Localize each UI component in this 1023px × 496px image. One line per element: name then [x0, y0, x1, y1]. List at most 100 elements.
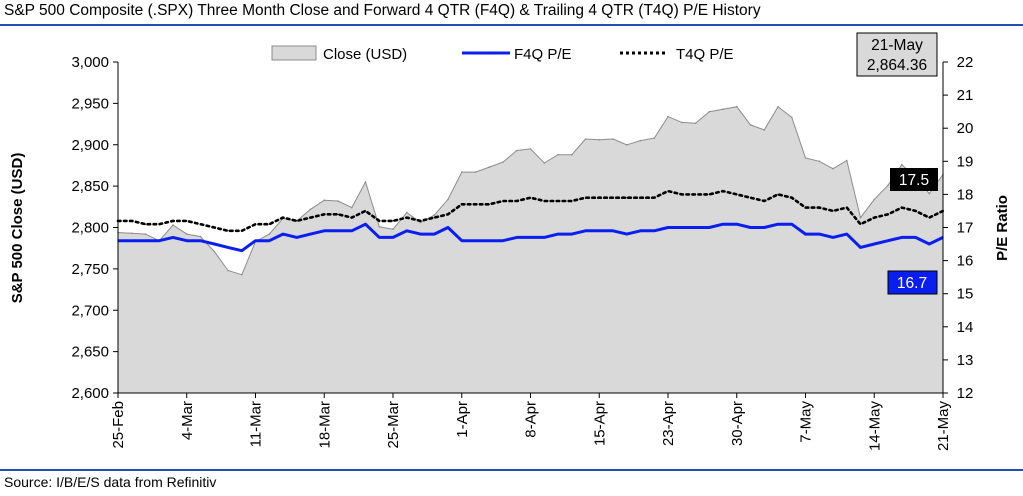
close-point-17-Apr	[626, 144, 628, 146]
t4q-line-point-17-Apr	[626, 197, 628, 199]
f4q-line-point-13-May	[859, 246, 862, 248]
f4q-line-point-8-Apr	[529, 236, 532, 238]
t4q-line-point-4-Apr	[502, 200, 504, 202]
close-point-27-Feb	[144, 233, 147, 235]
t4q-line-point-25-Apr	[694, 193, 697, 195]
t4q-line-point-9-Apr	[543, 200, 545, 202]
close-point-9-May	[832, 167, 834, 170]
f4q-last-badge: 16.7	[887, 270, 938, 295]
f4q-line-point-6-Mar	[213, 243, 215, 245]
f4q-line-point-25-Apr	[694, 226, 697, 229]
t4q-line-point-8-Mar	[241, 230, 243, 232]
f4q-line-point-29-Apr	[722, 223, 724, 225]
left-tick-label-3: 2,750	[71, 261, 109, 278]
close-area	[118, 106, 943, 393]
t4q-line-point-27-Feb	[144, 223, 147, 225]
f4q-line-point-11-Mar	[254, 240, 257, 242]
t4q-line-point-12-Mar	[268, 223, 270, 225]
left-tick-label-1: 2,650	[71, 344, 109, 361]
x-tick-label-11: 14-May	[866, 401, 883, 452]
close-point-26-Feb	[131, 232, 133, 235]
right-tick-label-3: 15	[957, 286, 974, 303]
close-point-12-Apr	[584, 138, 587, 140]
f4q-line-point-22-Apr	[653, 230, 655, 232]
f4q-line-point-4-Mar	[186, 240, 188, 242]
close-point-8-Mar	[241, 273, 243, 276]
close-point-26-Mar	[406, 211, 408, 214]
close-point-29-Mar	[447, 198, 449, 201]
t4q-line-point-14-May	[873, 217, 875, 219]
source-note: Source: I/B/E/S data from Refinitiv	[4, 474, 217, 490]
f4q-line-point-16-Apr	[612, 230, 614, 232]
t4q-line-point-22-Apr	[653, 197, 655, 199]
t4q-line-point-15-Apr	[598, 197, 600, 199]
close-point-4-Apr	[502, 161, 504, 163]
close-point-26-Apr	[708, 110, 711, 113]
close-point-4-Mar	[186, 233, 188, 235]
top-rule	[0, 24, 1023, 26]
t4q-line-point-3-May	[777, 193, 779, 195]
t4q-line-point-22-Mar	[378, 220, 380, 222]
f4q-line-point-17-Apr	[626, 233, 628, 235]
t4q-last-badge: 17.5	[890, 168, 938, 191]
t4q-line-point-20-Mar	[351, 217, 353, 219]
close-point-24-Apr	[681, 121, 683, 124]
close-point-29-Apr	[722, 108, 724, 110]
t4q-line-point-16-Apr	[612, 197, 614, 199]
t4q-line-point-3-Apr	[488, 203, 490, 205]
f4q-last-badge-bg	[887, 270, 938, 295]
close-point-8-Apr	[529, 148, 532, 150]
f4q-line-point-7-Mar	[227, 246, 229, 248]
t4q-line-point-10-Apr	[557, 200, 559, 202]
t4q-line-point-8-May	[818, 207, 820, 209]
t4q-line-point-2-May	[763, 200, 765, 202]
t4q-line-point-18-Mar	[323, 213, 325, 215]
close-point-1-Apr	[461, 171, 463, 173]
close-point-3-May	[777, 105, 779, 108]
x-tick-label-0: 25-Feb	[110, 401, 127, 449]
t4q-line-point-20-May	[928, 217, 930, 219]
right-tick-label-8: 20	[957, 120, 974, 137]
t4q-line-point-28-Feb	[158, 223, 160, 225]
close-point-18-Apr	[639, 139, 642, 142]
x-axis-ticks: 25-Feb 4-Mar 11-Mar 18-Mar 25-Mar 1-Apr 8-Apr 1…	[110, 393, 952, 451]
x-tick-label-6: 8-Apr	[523, 401, 540, 438]
f4q-line-point-23-Apr	[667, 226, 669, 229]
close-point-16-Apr	[612, 138, 614, 140]
t4q-line-point-4-Mar	[186, 220, 188, 222]
t4q-line-point-29-Apr	[722, 190, 724, 192]
x-tick-label-2: 11-Mar	[248, 401, 265, 447]
latest-close-value: 2,864.36	[867, 57, 927, 74]
t4q-line-point-25-Mar	[392, 220, 394, 222]
t4q-line-point-26-Mar	[406, 217, 408, 219]
close-point-22-Mar	[378, 225, 381, 228]
t4q-line-point-29-Mar	[447, 213, 449, 215]
close-point-25-Apr	[694, 122, 697, 124]
t4q-line-point-17-May	[914, 210, 917, 212]
x-tick-label-1: 4-Mar	[179, 401, 196, 440]
t4q-line-point-16-May	[901, 207, 903, 209]
close-point-7-Mar	[227, 269, 229, 272]
f4q-line-point-14-Mar	[296, 236, 298, 238]
close-point-25-Mar	[392, 228, 394, 230]
right-tick-label-6: 18	[957, 186, 974, 203]
f4q-line-point-22-Mar	[378, 236, 380, 238]
f4q-line-point-12-Apr	[584, 230, 587, 232]
right-tick-label-10: 22	[957, 54, 974, 71]
close-point-2-Apr	[474, 171, 477, 173]
f4q-line-point-5-Mar	[199, 240, 202, 242]
x-tick-label-12: 21-May	[935, 401, 952, 452]
f4q-line-point-26-Mar	[406, 230, 408, 232]
f4q-line-point-21-Mar	[364, 223, 367, 225]
t4q-line-point-1-Apr	[461, 203, 463, 205]
x-tick-label-9: 30-Apr	[729, 401, 746, 446]
left-axis-ticks: 2,600 2,650 2,700 2,750 2,800 2,850 2,900 2,950…	[71, 54, 118, 402]
f4q-line-point-19-Mar	[337, 230, 339, 232]
t4q-line-point-12-Apr	[584, 197, 587, 199]
f4q-line-point-11-Apr	[571, 233, 573, 235]
f4q-line-point-1-May	[749, 226, 752, 229]
right-tick-label-1: 13	[957, 352, 974, 369]
t4q-line-point-13-May	[859, 223, 862, 225]
t4q-line-point-30-Apr	[736, 193, 738, 195]
chart-title: S&P 500 Composite (.SPX) Three Month Clo…	[4, 2, 761, 19]
